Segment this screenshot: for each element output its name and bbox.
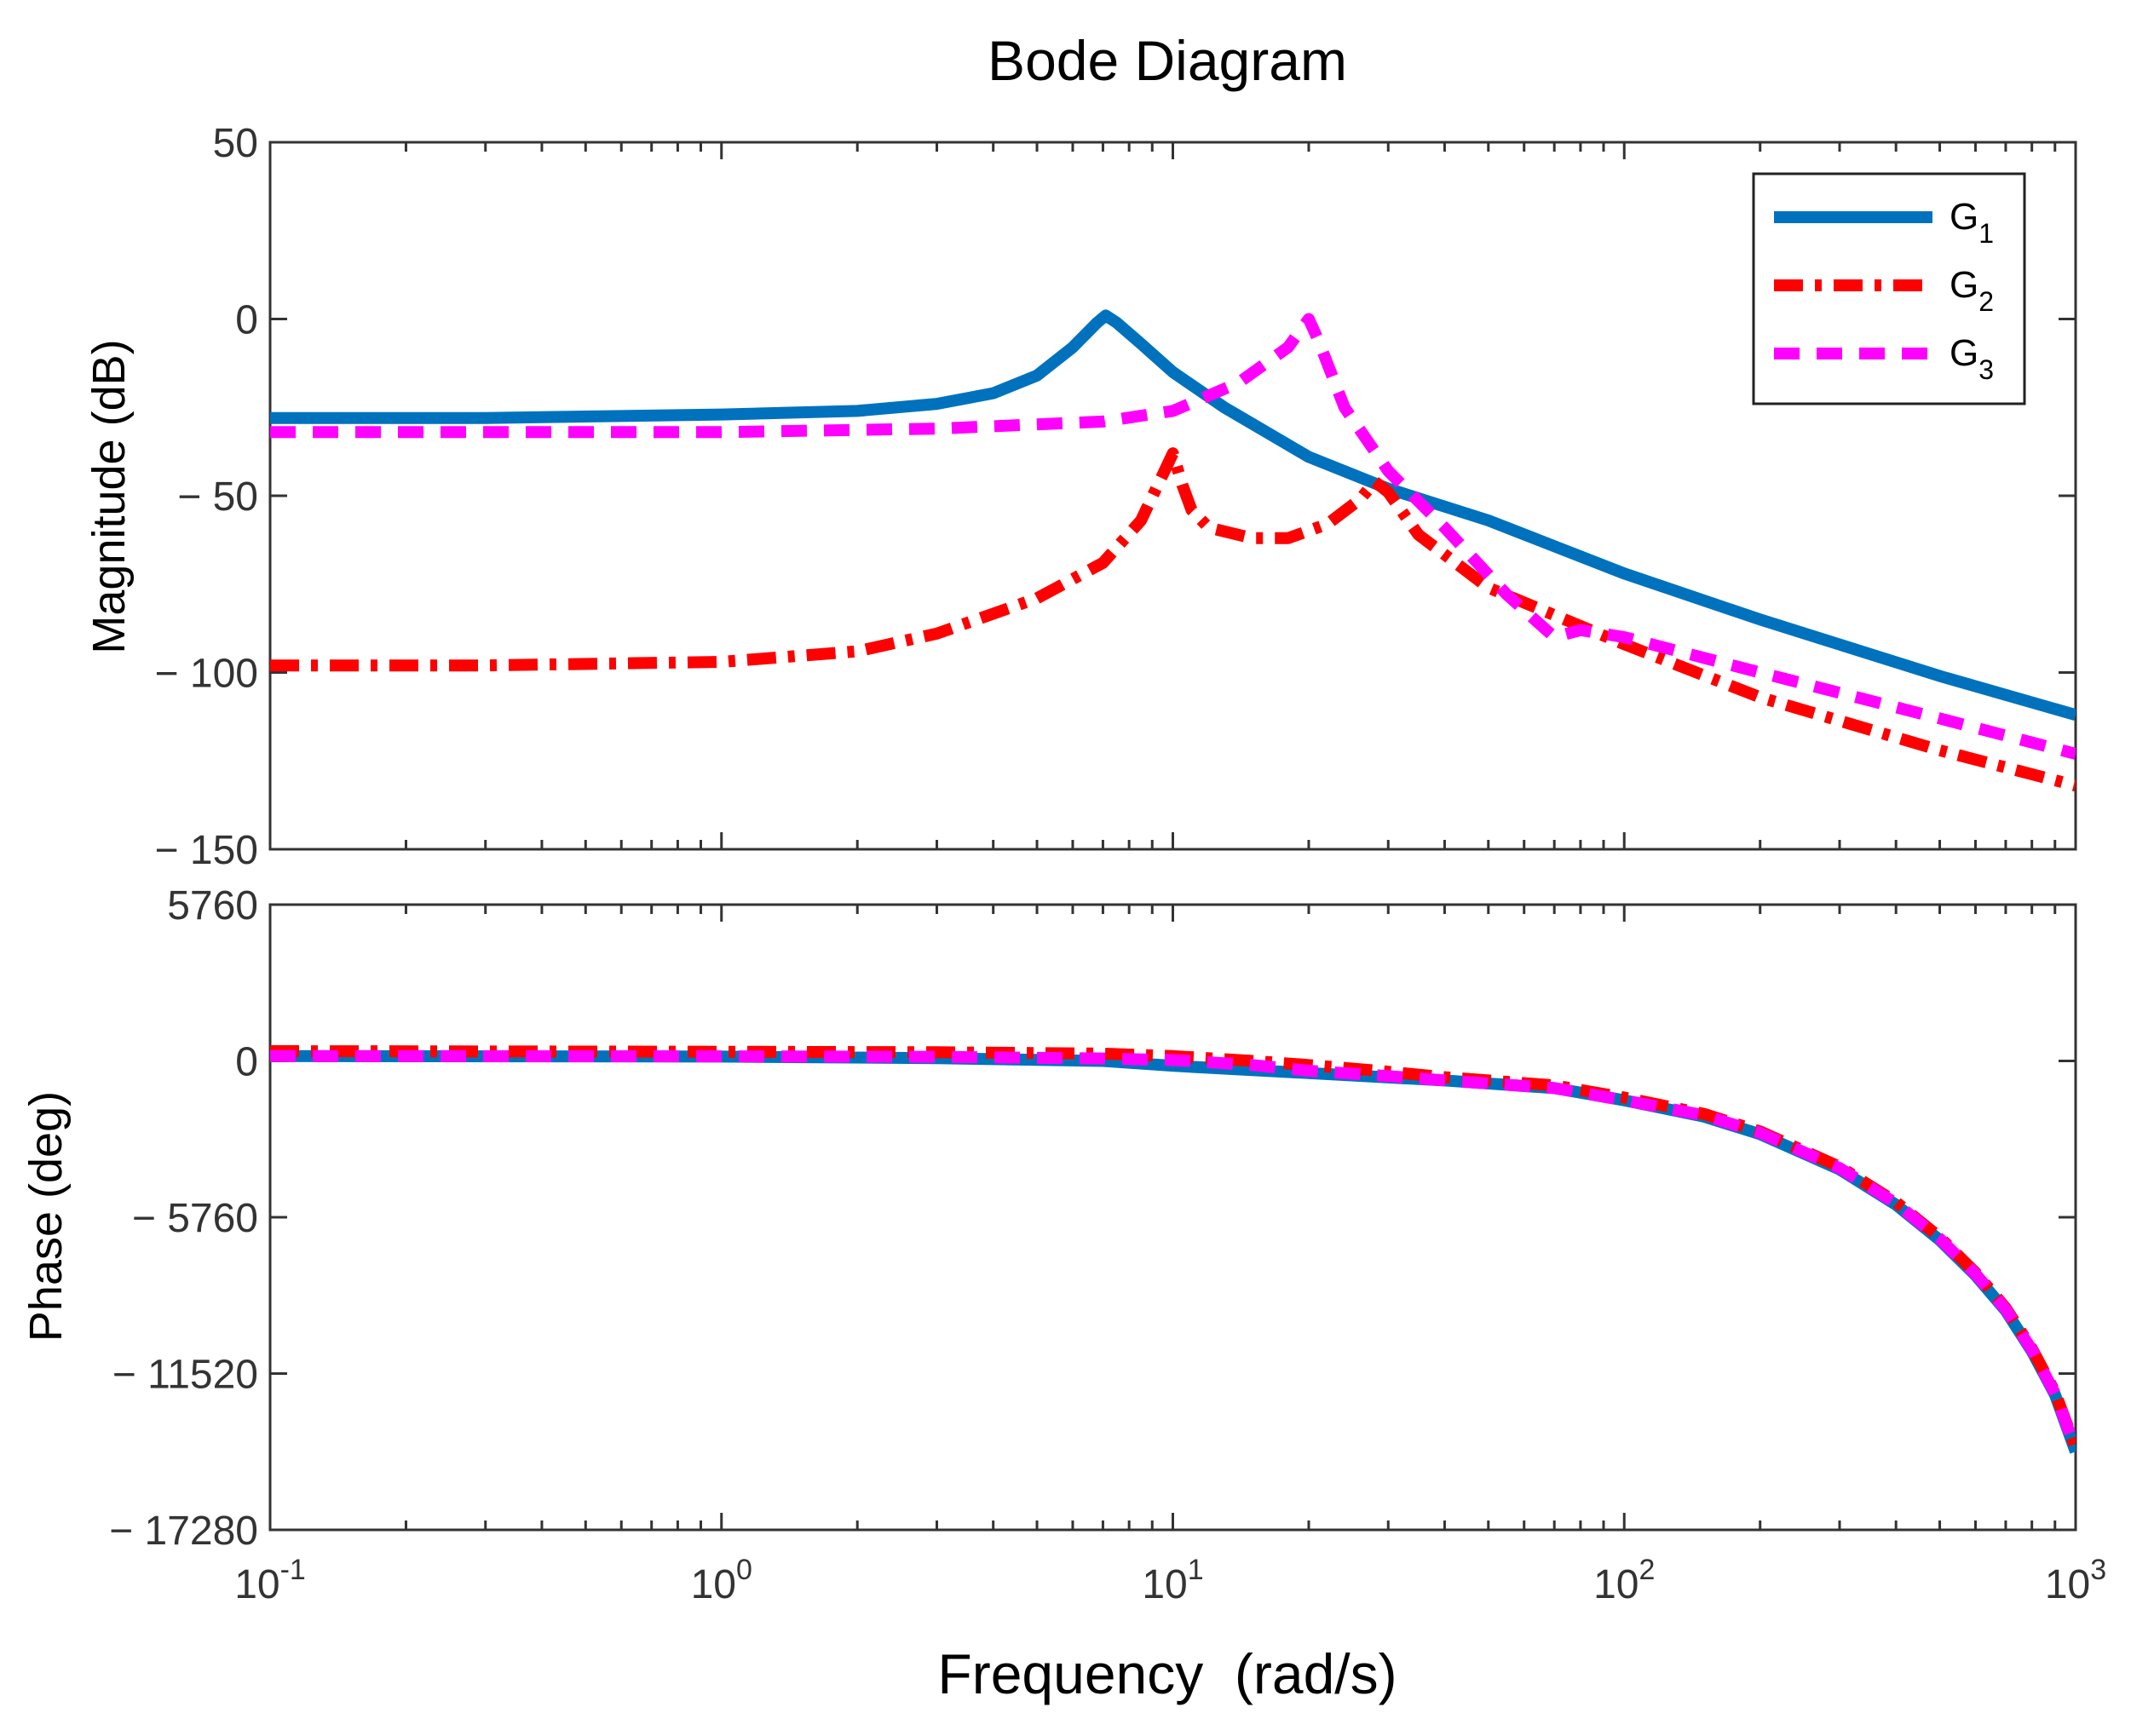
magnitude-axes: 50 0 − 50 − 100 − 150 xyxy=(155,121,2077,873)
x-tick-label: 100 xyxy=(691,1554,752,1607)
legend-label-g1: G1 xyxy=(1950,196,1994,249)
phase-y-tick-label: 0 xyxy=(235,1040,258,1085)
legend-label-g3: G3 xyxy=(1950,332,1994,385)
x-tick-label: 101 xyxy=(1142,1554,1203,1607)
phase-axes-frame xyxy=(268,903,2077,1532)
phase-y-tick-label: − 11520 xyxy=(112,1353,258,1398)
legend-label-g2: G2 xyxy=(1950,264,1994,317)
x-tick-label: 10-1 xyxy=(234,1554,306,1607)
phase-axes: 5760 0 − 5760 − 11520 − 17280 xyxy=(109,883,2077,1554)
magnitude-y-tick-label: 0 xyxy=(235,298,258,343)
phase-y-axis-label: Phase (deg) xyxy=(20,1091,72,1342)
x-tick-label: 103 xyxy=(2045,1554,2106,1607)
phase-y-tick-label: − 5760 xyxy=(132,1196,258,1241)
legend: G1 G2 G3 xyxy=(1752,172,2026,405)
x-axis-label: Frequency (rad/s) xyxy=(937,1642,1397,1705)
magnitude-series-g2 xyxy=(270,447,2076,792)
magnitude-y-tick-label: 50 xyxy=(213,121,258,166)
chart-title: Bode Diagram xyxy=(988,29,1347,92)
magnitude-y-tick-label: − 50 xyxy=(177,474,258,520)
phase-y-tick-label: − 17280 xyxy=(109,1509,258,1554)
magnitude-series-g3 xyxy=(270,313,2076,760)
magnitude-series-g1 xyxy=(270,309,2076,721)
phase-series-g1 xyxy=(270,1049,2076,1454)
magnitude-y-axis-label: Magnitude (dB) xyxy=(84,339,135,653)
magnitude-y-tick-label: − 150 xyxy=(155,828,258,873)
phase-y-tick-label: 5760 xyxy=(167,883,258,928)
magnitude-y-tick-label: − 100 xyxy=(155,652,258,697)
x-tick-labels: 10-1 100 101 102 103 xyxy=(234,1554,2106,1607)
phase-series-g3 xyxy=(270,1049,2076,1451)
x-tick-label: 102 xyxy=(1593,1554,1655,1607)
phase-series-g2 xyxy=(270,1045,2076,1450)
